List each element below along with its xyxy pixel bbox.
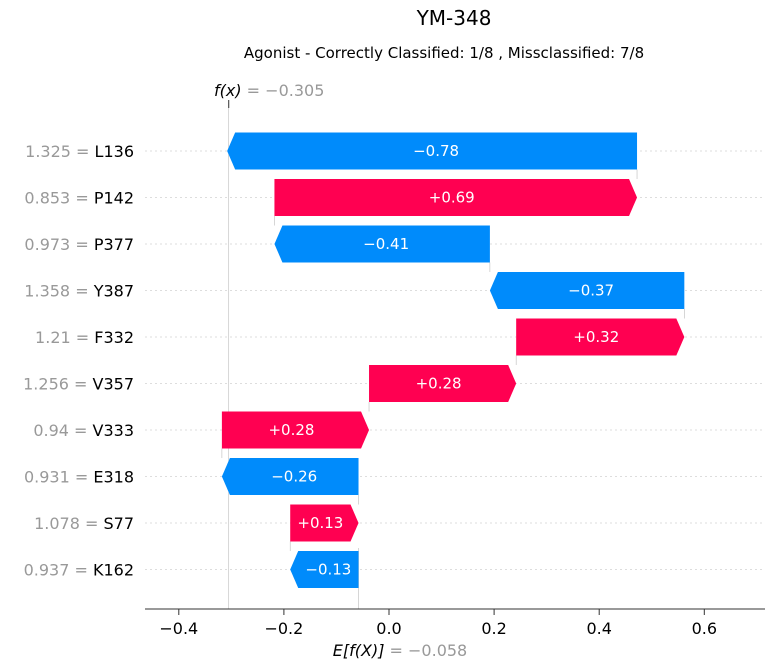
- feature-value: 1.078 =: [34, 514, 103, 533]
- bar-value-label: −0.13: [305, 561, 351, 579]
- feature-name: E318: [93, 468, 134, 487]
- feature-value: 1.21 =: [35, 328, 94, 347]
- fx-label: f(x) = −0.305: [214, 81, 324, 100]
- feature-label: 0.931 = E318: [24, 468, 134, 487]
- feature-label: 1.21 = F332: [35, 328, 134, 347]
- chart-title: YM-348: [416, 6, 492, 30]
- feature-value: 0.94 =: [33, 421, 92, 440]
- feature-value: 0.853 =: [24, 189, 93, 208]
- x-tick-label: 0.0: [376, 619, 401, 638]
- negative-bar: [274, 225, 490, 263]
- feature-label: 1.325 = L136: [25, 142, 134, 161]
- feature-value: 0.931 =: [24, 468, 93, 487]
- negative-bar: [290, 551, 359, 588]
- fx-value: = −0.305: [242, 81, 325, 100]
- fx-symbol: f(x): [214, 81, 242, 100]
- x-tick-label: −0.2: [264, 619, 303, 638]
- bar-value-label: +0.28: [268, 421, 314, 439]
- feature-value: 1.358 =: [24, 282, 93, 301]
- feature-name: F332: [94, 328, 134, 347]
- x-tick-label: 0.6: [692, 619, 717, 638]
- negative-bar: [489, 272, 685, 309]
- feature-label: 0.973 = P377: [24, 235, 134, 254]
- feature-name: S77: [103, 514, 134, 533]
- expected-value-annotation: E[f(X)] = −0.058: [333, 641, 467, 660]
- positive-bar: [369, 365, 517, 402]
- fx-annotation: f(x) = −0.305: [214, 81, 324, 108]
- row-labels: 1.325 = L136 0.853 = P142 0.973 = P377 1.35…: [23, 142, 134, 580]
- bar-value-label: +0.13: [297, 514, 343, 532]
- x-tick-label: −0.4: [159, 619, 198, 638]
- feature-label: 1.256 = V357: [23, 375, 134, 394]
- bar-value-label: −0.41: [363, 235, 409, 253]
- feature-label: 0.94 = V333: [33, 421, 134, 440]
- x-axis-ticks: −0.4 −0.2 0.0 0.2 0.4 0.6: [159, 609, 717, 638]
- feature-name: P142: [94, 189, 134, 208]
- feature-name: V333: [93, 421, 134, 440]
- positive-bar: [221, 411, 370, 449]
- bar-value-label: +0.32: [573, 328, 619, 346]
- negative-bar: [221, 458, 359, 495]
- feature-value: 0.937 =: [24, 561, 93, 580]
- feature-label: 1.078 = S77: [34, 514, 134, 533]
- guide-lines: [221, 103, 685, 609]
- negative-bar: [227, 132, 638, 170]
- positive-bar: [290, 504, 359, 542]
- expected-value-label: E[f(X)] = −0.058: [333, 641, 467, 660]
- feature-name: P377: [94, 235, 134, 254]
- feature-value: 1.256 =: [23, 375, 92, 394]
- bar-value-label: +0.28: [416, 375, 462, 393]
- bar-value-label: −0.78: [413, 142, 459, 160]
- chart-subtitle: Agonist - Correctly Classified: 1/8 , Mi…: [244, 44, 644, 62]
- feature-value: 0.973 =: [24, 235, 93, 254]
- feature-name: Y387: [93, 282, 134, 301]
- x-tick-label: 0.4: [586, 619, 611, 638]
- bar-value-label: −0.26: [271, 468, 317, 486]
- feature-label: 0.937 = K162: [24, 561, 134, 580]
- feature-label: 1.358 = Y387: [24, 282, 134, 301]
- bars-group: −0.78 +0.69 −0.41 −0.37 +0.32 +0.28 +0.28 −0.26…: [221, 132, 685, 588]
- bar-value-label: +0.69: [429, 189, 475, 207]
- bar-value-label: −0.37: [568, 282, 614, 300]
- ex-value: = −0.058: [384, 641, 467, 660]
- feature-label: 0.853 = P142: [24, 189, 134, 208]
- ex-symbol: E[f(X)]: [333, 641, 385, 660]
- positive-bar: [274, 179, 638, 216]
- positive-bar: [516, 318, 685, 356]
- x-tick-label: 0.2: [481, 619, 506, 638]
- feature-name: L136: [95, 142, 134, 161]
- feature-value: 1.325 =: [25, 142, 94, 161]
- feature-name: V357: [93, 375, 134, 394]
- feature-name: K162: [93, 561, 134, 580]
